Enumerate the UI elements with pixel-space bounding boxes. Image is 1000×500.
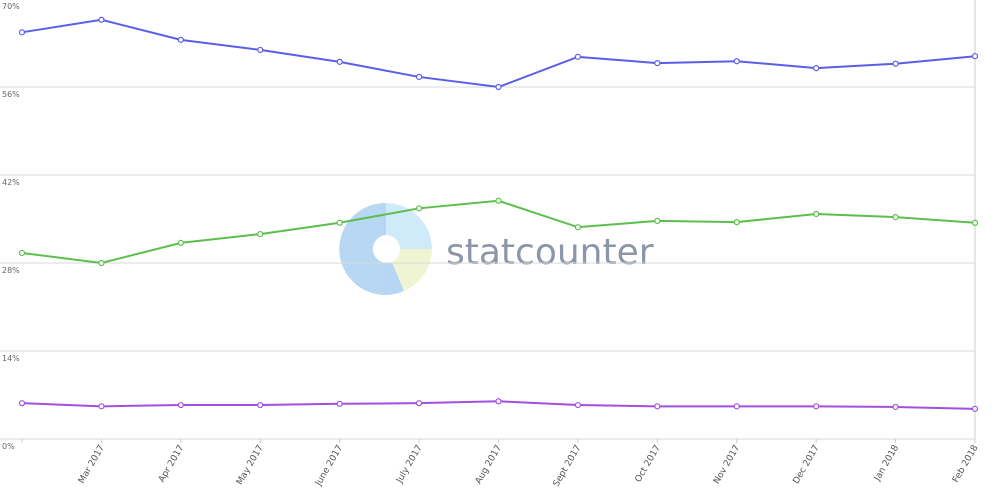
point: [98, 403, 105, 410]
y-tick-label: 14%: [2, 354, 20, 363]
point: [177, 401, 184, 409]
point: [654, 60, 661, 67]
y-tick-label: 56%: [2, 90, 20, 99]
x-tick-label: July 2017: [395, 444, 425, 486]
x-tick-label: May 2017: [235, 444, 266, 487]
y-tick-label: 0%: [2, 442, 15, 451]
point: [574, 53, 582, 60]
point: [733, 219, 740, 226]
x-tick-label: Oct 2017: [634, 444, 663, 485]
x-tick-label: June 2017: [313, 444, 345, 489]
point: [892, 214, 899, 221]
point: [813, 403, 820, 410]
point: [495, 83, 502, 91]
point: [892, 60, 899, 67]
point: [415, 73, 423, 81]
point: [654, 217, 661, 224]
point: [177, 36, 184, 43]
point: [654, 403, 661, 410]
point: [733, 58, 740, 65]
point: [733, 403, 740, 410]
x-tick-label: Aug 2017: [474, 444, 504, 487]
point: [971, 53, 979, 60]
series-line: [21, 18, 976, 89]
point: [18, 400, 26, 407]
point: [177, 239, 184, 246]
y-tick-label: 28%: [2, 266, 20, 275]
x-tick-label: Sept 2017: [552, 444, 584, 489]
point: [98, 16, 105, 23]
y-tick-label: 42%: [2, 178, 20, 187]
x-tick-label: Feb 2018: [951, 443, 981, 484]
x-tick-label: Apr 2017: [157, 444, 186, 485]
point: [18, 29, 26, 36]
point: [574, 224, 582, 231]
point: [495, 398, 502, 405]
point: [892, 403, 899, 411]
point: [257, 46, 264, 54]
y-tick-label: 70%: [2, 2, 20, 11]
point: [336, 400, 343, 407]
watermark-logo: [339, 202, 432, 295]
point: [971, 405, 979, 412]
point: [813, 210, 820, 218]
point: [257, 401, 264, 409]
point: [813, 65, 820, 72]
point: [415, 400, 423, 407]
x-tick-label: Jan 2018: [872, 443, 901, 483]
watermark: statcounter: [446, 232, 654, 273]
point: [336, 219, 343, 226]
point: [971, 219, 979, 226]
point: [495, 197, 502, 204]
x-tick-label: Mar 2017: [77, 444, 107, 486]
point: [257, 230, 264, 238]
point: [574, 401, 582, 409]
point: [18, 249, 26, 257]
x-tick-label: Nov 2017: [712, 444, 742, 487]
point: [98, 259, 105, 267]
point: [336, 58, 343, 65]
x-tick-label: Dec 2017: [792, 444, 822, 486]
point: [415, 205, 423, 212]
